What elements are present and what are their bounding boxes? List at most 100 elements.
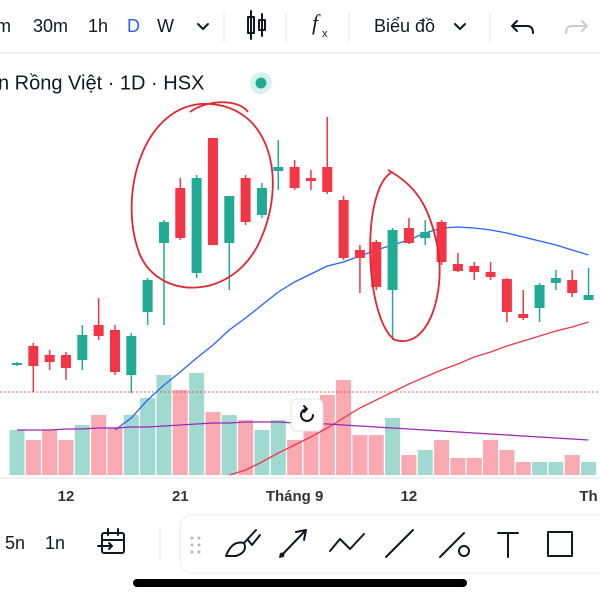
candle-type-icon[interactable] xyxy=(247,10,266,40)
reset-button[interactable] xyxy=(290,398,324,432)
moving-average-line xyxy=(114,226,589,431)
candle-body xyxy=(403,228,414,243)
text-tool[interactable] xyxy=(497,532,519,558)
volume-bar xyxy=(434,440,450,475)
candle-body xyxy=(44,355,55,362)
volume-bar xyxy=(532,462,548,475)
candle-body xyxy=(256,188,267,215)
candle-body xyxy=(142,280,153,312)
indicators-icon[interactable]: f xyxy=(312,10,321,35)
volume-bar xyxy=(254,430,270,475)
home-indicator xyxy=(133,579,467,587)
x-tick-label: 21 xyxy=(172,488,189,505)
candle-body xyxy=(534,285,545,308)
candle-body xyxy=(207,138,218,245)
volume-bar xyxy=(140,398,156,475)
candle-body xyxy=(371,242,382,287)
candle-body xyxy=(452,264,463,271)
shape-tool[interactable] xyxy=(547,531,573,557)
interval[interactable]: 1h xyxy=(88,16,108,36)
candle-body xyxy=(224,196,235,243)
arrow-tool[interactable] xyxy=(279,529,307,558)
volume-bar xyxy=(42,430,58,475)
candle-body xyxy=(567,280,578,293)
volume-bar xyxy=(156,375,172,475)
interval-active[interactable]: D xyxy=(127,16,140,36)
brush-tool[interactable] xyxy=(225,529,261,557)
volume-bar xyxy=(172,390,188,475)
volume-bar xyxy=(581,462,597,475)
plot: 12 21 Tháng 9 12 Th xyxy=(0,117,600,505)
interval-dropdown[interactable] xyxy=(197,23,209,30)
volume-bar xyxy=(466,458,482,475)
candle-body xyxy=(485,272,496,277)
candle-body xyxy=(60,355,71,368)
volume-bar xyxy=(270,420,286,475)
volume-bar xyxy=(483,440,499,475)
chart-menu[interactable]: Biểu đồ xyxy=(374,16,435,36)
candle-body xyxy=(175,188,186,238)
volume-bar xyxy=(336,380,352,475)
date-range-icon[interactable] xyxy=(97,528,125,554)
ray-tool-node xyxy=(458,545,470,557)
range[interactable]: 5n xyxy=(5,533,25,553)
x-tick-label: Tháng 9 xyxy=(266,488,324,505)
candle-body xyxy=(420,232,431,238)
candle-body xyxy=(583,295,594,300)
candle-body xyxy=(126,336,137,375)
volume-bar xyxy=(205,412,221,475)
arrow-tool-dot xyxy=(279,552,285,558)
volume-bar xyxy=(564,455,580,475)
volume-bar xyxy=(91,415,107,475)
candle-body xyxy=(387,230,398,290)
undo[interactable] xyxy=(511,20,534,34)
candle-body xyxy=(289,167,300,188)
candle-body xyxy=(77,335,88,360)
volume-bar xyxy=(9,430,25,475)
chart-menu-dropdown[interactable] xyxy=(454,23,466,30)
x-tick-label: 12 xyxy=(58,488,75,505)
volume-bar xyxy=(385,418,401,475)
drag-handle[interactable] xyxy=(190,536,201,554)
volume-bar xyxy=(548,462,564,475)
x-tick-label: Th xyxy=(579,488,597,505)
volume-bar xyxy=(238,420,254,475)
volume-bar xyxy=(107,428,123,475)
volume-bar xyxy=(287,440,303,475)
candle-body xyxy=(93,325,104,336)
volume-bar xyxy=(499,450,515,475)
top-toolbar: m 30m 1h D W f x Biểu đồ xyxy=(0,10,600,54)
volume-bar xyxy=(319,395,335,475)
range[interactable]: 1n xyxy=(45,533,65,553)
volume-bar xyxy=(221,415,237,475)
annotation-circle xyxy=(369,169,441,342)
status-dot xyxy=(255,77,267,89)
bottom-toolbar: 5n 1n xyxy=(5,514,600,574)
interval[interactable]: m xyxy=(0,16,11,36)
candle-body xyxy=(305,178,316,181)
candle-body xyxy=(322,167,333,192)
chart-title: n Rồng Việt · 1D · HSX xyxy=(0,72,204,94)
ray-tool[interactable] xyxy=(439,532,465,558)
candle-body xyxy=(273,167,284,171)
candle-body xyxy=(501,279,512,312)
candle-body xyxy=(28,346,39,366)
candle-body xyxy=(436,222,447,262)
path-tool[interactable] xyxy=(329,533,365,552)
candle-body xyxy=(109,330,120,372)
interval[interactable]: W xyxy=(157,16,174,36)
line-tool[interactable] xyxy=(385,529,414,558)
moving-average-line xyxy=(229,321,589,476)
candle-body xyxy=(518,314,529,318)
interval[interactable]: 30m xyxy=(33,16,68,36)
volume-bar xyxy=(368,435,384,475)
volume-bar xyxy=(25,440,41,475)
redo[interactable] xyxy=(565,20,588,34)
candle-body xyxy=(469,266,480,272)
drawing-tools-panel xyxy=(179,514,600,574)
volume-bar xyxy=(450,458,466,475)
volume-bar xyxy=(352,435,368,475)
